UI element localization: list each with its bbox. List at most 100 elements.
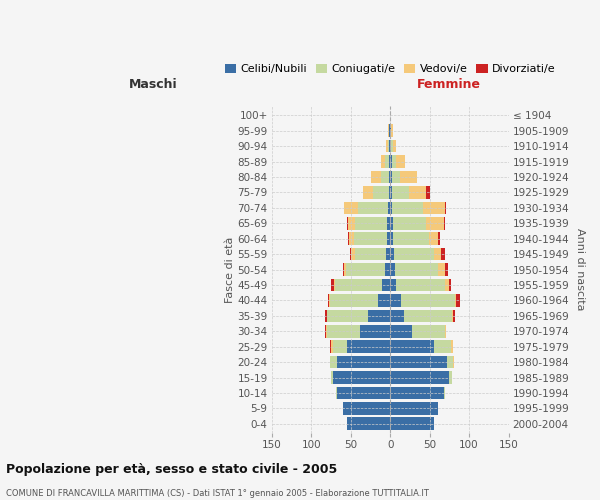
Bar	[386, 248, 390, 260]
Bar	[390, 156, 392, 168]
Bar	[452, 310, 453, 322]
Bar	[401, 294, 455, 306]
Bar	[360, 325, 390, 338]
Bar	[389, 186, 390, 198]
Bar	[392, 170, 400, 183]
Bar	[445, 263, 448, 276]
Text: COMUNE DI FRANCAVILLA MARITTIMA (CS) - Dati ISTAT 1° gennaio 2005 - Elaborazione: COMUNE DI FRANCAVILLA MARITTIMA (CS) - D…	[6, 489, 429, 498]
Bar	[373, 186, 389, 198]
Bar	[391, 140, 392, 152]
Bar	[394, 248, 434, 260]
Bar	[397, 278, 445, 291]
Text: Popolazione per età, sesso e stato civile - 2005: Popolazione per età, sesso e stato civil…	[6, 462, 337, 475]
Bar	[349, 232, 354, 245]
Bar	[434, 248, 442, 260]
Bar	[344, 202, 358, 214]
Bar	[377, 294, 390, 306]
Y-axis label: Fasce di età: Fasce di età	[224, 236, 235, 302]
Bar	[455, 294, 457, 306]
Bar	[390, 186, 392, 198]
Bar	[390, 325, 412, 338]
Bar	[327, 310, 368, 322]
Bar	[424, 202, 445, 214]
Text: Maschi: Maschi	[129, 78, 178, 92]
Bar	[330, 294, 377, 306]
Bar	[390, 402, 437, 414]
Bar	[394, 232, 429, 245]
Bar	[392, 202, 424, 214]
Bar	[453, 356, 454, 368]
Bar	[388, 202, 390, 214]
Bar	[355, 248, 386, 260]
Bar	[326, 325, 327, 338]
Bar	[451, 340, 452, 353]
Bar	[388, 140, 389, 152]
Bar	[442, 248, 445, 260]
Bar	[389, 124, 390, 137]
Bar	[331, 371, 334, 384]
Bar	[392, 186, 409, 198]
Legend: Celibi/Nubili, Coniugati/e, Vedovi/e, Divorziati/e: Celibi/Nubili, Coniugati/e, Vedovi/e, Di…	[220, 60, 560, 78]
Bar	[347, 418, 390, 430]
Bar	[427, 217, 444, 230]
Bar	[390, 356, 447, 368]
Bar	[327, 325, 360, 338]
Bar	[389, 156, 390, 168]
Bar	[390, 294, 401, 306]
Bar	[449, 278, 451, 291]
Bar	[343, 402, 390, 414]
Bar	[390, 263, 395, 276]
Bar	[404, 310, 452, 322]
Bar	[350, 248, 351, 260]
Bar	[354, 232, 387, 245]
Bar	[381, 156, 385, 168]
Bar	[390, 248, 394, 260]
Bar	[445, 278, 449, 291]
Bar	[337, 386, 390, 400]
Bar	[395, 263, 439, 276]
Bar	[387, 217, 390, 230]
Bar	[368, 310, 390, 322]
Bar	[445, 202, 446, 214]
Bar	[390, 232, 394, 245]
Bar	[329, 294, 330, 306]
Bar	[394, 217, 427, 230]
Bar	[388, 124, 389, 137]
Bar	[351, 248, 355, 260]
Bar	[439, 263, 445, 276]
Bar	[439, 232, 440, 245]
Bar	[358, 202, 388, 214]
Bar	[395, 156, 405, 168]
Bar	[390, 418, 434, 430]
Bar	[334, 371, 390, 384]
Bar	[390, 124, 391, 137]
Bar	[390, 278, 397, 291]
Bar	[334, 278, 335, 291]
Bar	[347, 217, 355, 230]
Bar	[390, 310, 404, 322]
Bar	[445, 325, 446, 338]
Bar	[346, 263, 385, 276]
Bar	[328, 294, 329, 306]
Bar	[390, 202, 392, 214]
Bar	[392, 156, 395, 168]
Bar	[390, 170, 392, 183]
Bar	[331, 340, 332, 353]
Bar	[434, 340, 451, 353]
Bar	[444, 386, 445, 400]
Bar	[392, 140, 397, 152]
Bar	[447, 356, 453, 368]
Bar	[444, 217, 445, 230]
Bar	[389, 170, 390, 183]
Bar	[391, 124, 392, 137]
Bar	[429, 232, 439, 245]
Bar	[382, 278, 390, 291]
Bar	[427, 186, 430, 198]
Y-axis label: Anni di nascita: Anni di nascita	[575, 228, 585, 311]
Text: Femmine: Femmine	[418, 78, 481, 92]
Bar	[449, 371, 452, 384]
Bar	[387, 232, 390, 245]
Bar	[335, 278, 382, 291]
Bar	[343, 263, 344, 276]
Bar	[390, 371, 449, 384]
